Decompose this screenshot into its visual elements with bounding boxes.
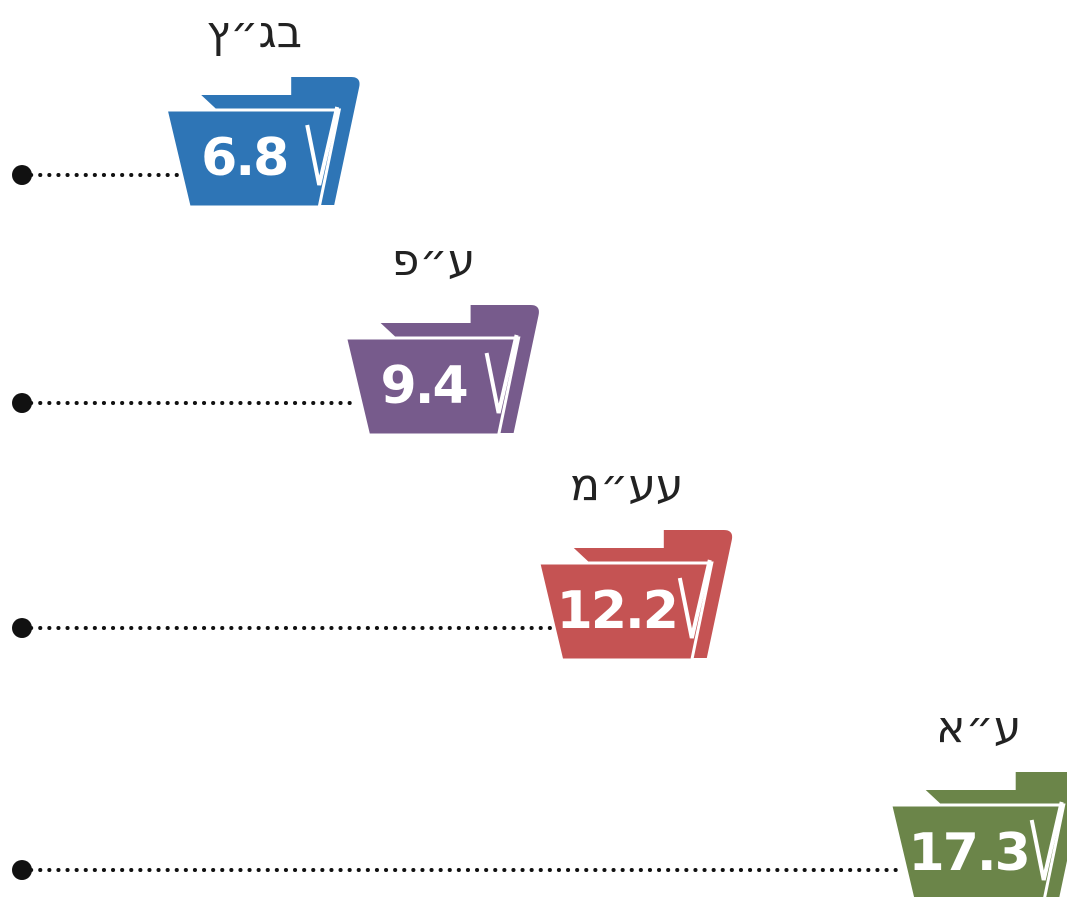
folder-front — [343, 336, 521, 437]
value-label: 9.4 — [381, 356, 467, 416]
value-label: 17.3 — [909, 823, 1029, 883]
dot — [12, 860, 32, 880]
value-label: 6.8 — [201, 128, 287, 188]
folder-mark — [677, 559, 712, 639]
category-label: בג״ץ — [206, 7, 302, 58]
folder: 6.8 בג״ץ — [164, 7, 360, 209]
category-label: ע״א — [936, 702, 1021, 753]
folder-front — [888, 803, 1066, 897]
dot — [12, 165, 32, 185]
folder-mark — [1029, 801, 1064, 881]
folder: 12.2 עע״מ — [536, 460, 733, 662]
dot — [12, 618, 32, 638]
folder-mark — [305, 106, 340, 186]
folder: 9.4 ע״פ — [343, 235, 539, 437]
folder-front — [164, 108, 342, 209]
dot — [12, 393, 32, 413]
category-label: ע״פ — [392, 235, 475, 286]
folder-front — [536, 561, 714, 662]
value-label: 12.2 — [557, 581, 677, 641]
folder: 17.3 ע״א — [888, 702, 1067, 897]
category-label: עע״מ — [570, 460, 683, 511]
folder-mark — [484, 334, 519, 414]
